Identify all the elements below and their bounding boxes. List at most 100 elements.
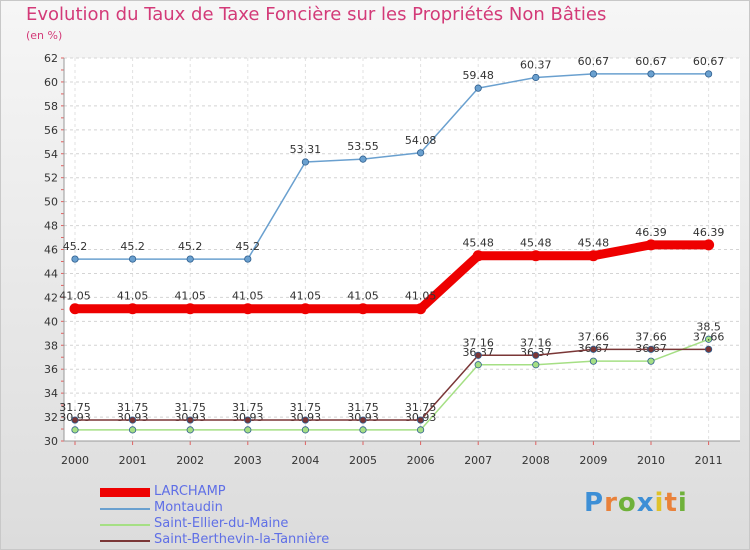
data-label-saint-berthevin-la-tanni-re: 31.75 [174, 401, 206, 414]
data-point-montaudin [301, 158, 309, 166]
data-point-saint-berthevin-la-tanni-re [186, 416, 194, 424]
x-tick-label: 2003 [234, 454, 262, 467]
data-point-saint-ellier-du-maine [647, 357, 655, 365]
series-line-saint-ellier-du-maine [74, 338, 710, 431]
data-point-montaudin [129, 255, 137, 263]
data-point-saint-ellier-du-maine [416, 426, 425, 434]
data-point-saint-berthevin-la-tanni-re [129, 416, 137, 424]
legend-label-saint-berthevin: Saint-Berthevin-la-Tannière [154, 532, 330, 547]
x-tick-label: 2006 [407, 454, 435, 467]
data-point-montaudin [647, 70, 655, 78]
data-point-saint-berthevin-la-tanni-re [589, 345, 598, 353]
data-point-saint-ellier-du-maine [359, 426, 367, 434]
data-label-saint-berthevin-la-tanni-re: 31.75 [232, 401, 264, 414]
data-label-montaudin: 45.2 [236, 240, 261, 253]
y-tick-label: 40 [44, 315, 58, 328]
data-label-larchamp: 41.05 [290, 290, 322, 303]
data-label-montaudin: 45.2 [120, 240, 145, 253]
y-tick-label: 54 [44, 148, 58, 161]
y-tick-label: 38 [44, 339, 58, 352]
data-point-montaudin [416, 149, 425, 157]
data-point-larchamp [69, 303, 81, 315]
y-tick-label: 52 [44, 172, 58, 185]
data-point-saint-ellier-du-maine [704, 335, 713, 343]
series-line-saint-berthevin-la-tanni-re [74, 348, 710, 421]
data-point-montaudin [474, 84, 482, 92]
data-label-larchamp: 41.05 [174, 290, 206, 303]
data-point-larchamp [703, 239, 715, 251]
data-label-saint-berthevin-la-tanni-re: 37.16 [520, 336, 552, 349]
data-point-montaudin [186, 255, 194, 263]
data-point-larchamp [242, 303, 254, 315]
data-point-saint-ellier-du-maine [129, 426, 137, 434]
legend-label-montaudin: Montaudin [154, 500, 223, 515]
data-point-saint-berthevin-la-tanni-re [244, 416, 252, 424]
data-point-montaudin [71, 255, 79, 263]
data-point-larchamp [357, 303, 369, 315]
x-tick-label: 2002 [176, 454, 204, 467]
y-tick-label: 46 [44, 244, 58, 257]
data-label-saint-berthevin-la-tanni-re: 37.66 [635, 330, 667, 343]
y-tick-label: 60 [44, 76, 58, 89]
y-tick-label: 42 [44, 291, 58, 304]
legend-swatch-saint-ellier [100, 524, 150, 526]
data-label-montaudin: 60.37 [520, 59, 552, 72]
data-point-montaudin [532, 73, 540, 82]
y-tick-label: 50 [44, 196, 58, 209]
data-label-larchamp: 41.05 [117, 290, 149, 303]
data-point-montaudin [589, 70, 598, 78]
data-label-saint-berthevin-la-tanni-re: 31.75 [117, 401, 149, 414]
data-point-larchamp [472, 250, 484, 262]
data-label-saint-berthevin-la-tanni-re: 31.75 [59, 401, 91, 414]
data-label-montaudin: 53.31 [290, 143, 322, 156]
x-tick-label: 2008 [522, 454, 550, 467]
chart-title: Evolution du Taux de Taxe Foncière sur l… [26, 4, 607, 25]
data-label-saint-berthevin-la-tanni-re: 31.75 [405, 401, 437, 414]
data-point-montaudin [244, 255, 252, 263]
y-tick-label: 30 [44, 435, 58, 448]
data-label-larchamp: 41.05 [347, 290, 379, 303]
data-label-larchamp: 41.05 [405, 290, 437, 303]
data-label-larchamp: 45.48 [578, 237, 610, 250]
data-label-montaudin: 54.08 [405, 134, 437, 147]
data-point-saint-berthevin-la-tanni-re [71, 416, 79, 424]
data-label-montaudin: 59.48 [462, 69, 494, 82]
data-point-saint-ellier-du-maine [532, 361, 540, 369]
x-tick-label: 2005 [349, 454, 377, 467]
legend-swatch-saint-berthevin [100, 540, 150, 542]
data-point-larchamp [184, 303, 196, 315]
y-tick-label: 58 [44, 100, 58, 113]
y-tick-label: 34 [44, 387, 58, 400]
data-label-saint-berthevin-la-tanni-re: 37.66 [578, 330, 610, 343]
y-tick-label: 44 [44, 267, 58, 280]
data-label-larchamp: 45.48 [462, 237, 494, 250]
data-point-saint-ellier-du-maine [244, 426, 252, 434]
y-tick-label: 48 [44, 220, 58, 233]
data-label-larchamp: 41.05 [232, 290, 264, 303]
y-tick-label: 62 [44, 52, 58, 65]
data-point-larchamp [299, 303, 311, 315]
data-point-larchamp [127, 303, 139, 315]
data-label-larchamp: 46.39 [693, 226, 725, 239]
data-point-saint-ellier-du-maine [589, 357, 598, 365]
x-tick-label: 2009 [579, 454, 607, 467]
x-tick-label: 2001 [119, 454, 147, 467]
data-point-montaudin [704, 70, 713, 78]
legend-label-larchamp: LARCHAMP [154, 484, 226, 499]
x-tick-label: 2004 [291, 454, 319, 467]
x-tick-label: 2010 [637, 454, 665, 467]
data-point-saint-berthevin-la-tanni-re [647, 345, 655, 353]
proxiti-logo: Proxiti [584, 488, 688, 518]
data-label-larchamp: 46.39 [635, 226, 667, 239]
y-tick-label: 32 [44, 411, 58, 424]
data-point-larchamp [645, 239, 657, 251]
legend-label-saint-ellier: Saint-Ellier-du-Maine [154, 516, 289, 531]
data-label-saint-ellier-du-maine: 38.5 [696, 320, 721, 333]
data-point-larchamp [415, 303, 427, 315]
data-point-saint-berthevin-la-tanni-re [532, 351, 540, 359]
x-tick-label: 2011 [695, 454, 723, 467]
series-line-larchamp [70, 240, 714, 314]
data-label-montaudin: 45.2 [63, 240, 88, 253]
data-label-larchamp: 41.05 [59, 290, 91, 303]
